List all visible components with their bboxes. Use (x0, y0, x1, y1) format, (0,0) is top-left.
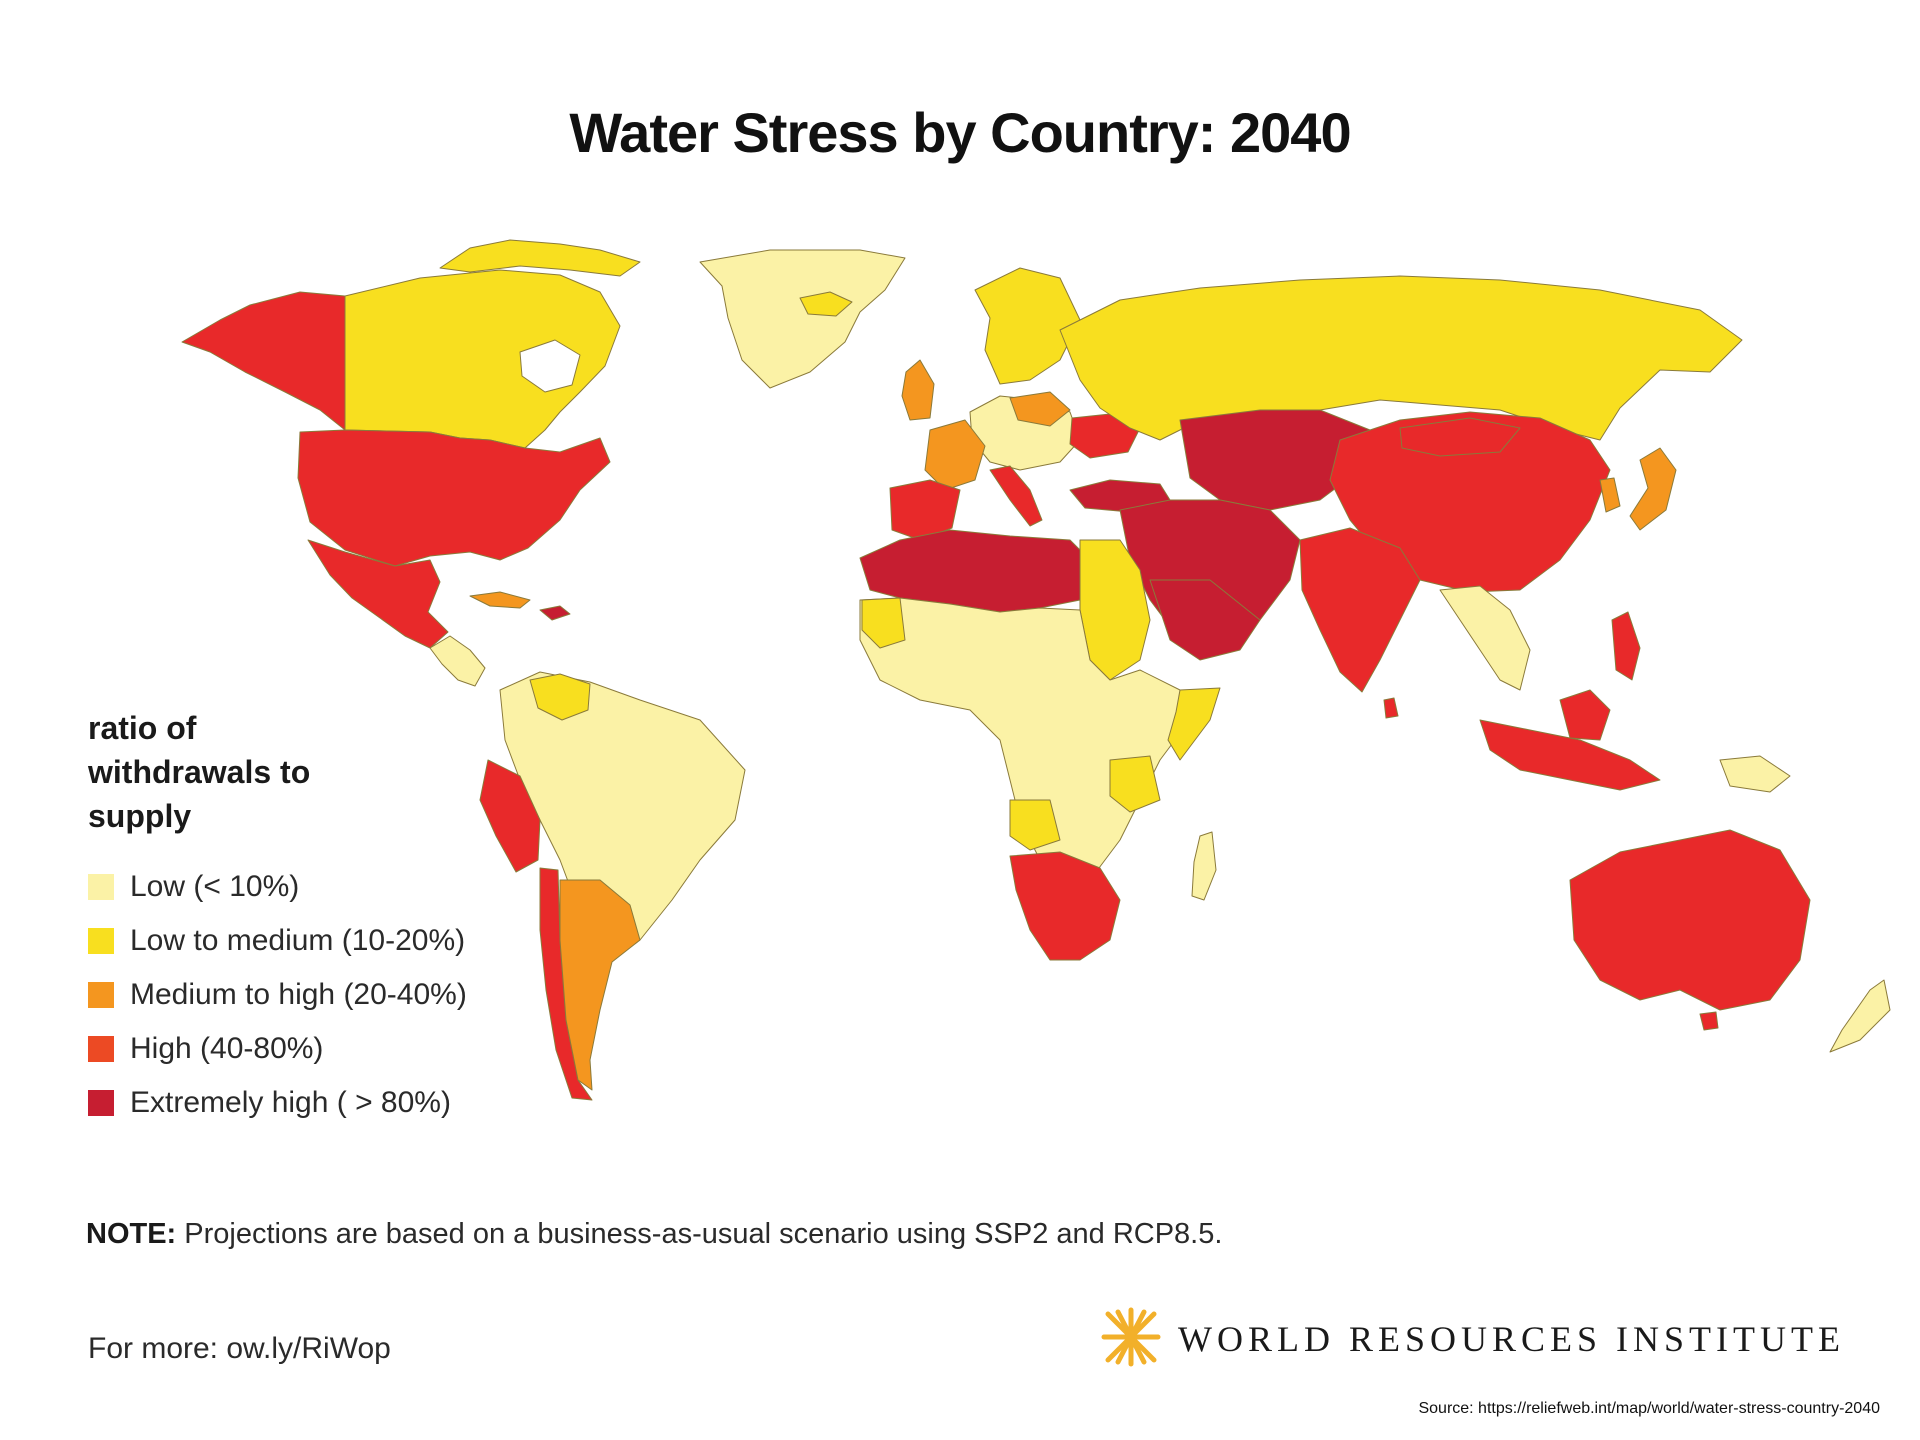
madagascar (1191, 831, 1217, 901)
united-states (297, 429, 611, 567)
for-more-link[interactable]: For more: ow.ly/RiWop (88, 1332, 391, 1365)
note: NOTE: Projections are based on a busines… (86, 1218, 1222, 1251)
wri-logo-icon (1101, 1307, 1161, 1367)
horn-of-africa (1167, 687, 1221, 761)
poland (1009, 391, 1071, 427)
west-africa-mauritania (861, 597, 906, 649)
source-credit: Source: https://reliefweb.int/map/world/… (1418, 1400, 1880, 1417)
note-text: Projections are based on a business-as-u… (176, 1218, 1223, 1250)
korea (1599, 477, 1621, 513)
greenland (699, 249, 906, 389)
legend-swatch (88, 1090, 114, 1116)
peru (479, 759, 541, 873)
legend-swatch (88, 1036, 114, 1062)
legend-item-low-to-medium: Low to medium (10-20%) (88, 914, 528, 968)
legend-label: Medium to high (20-40%) (130, 978, 467, 1011)
angola (1009, 799, 1061, 851)
france (924, 419, 986, 491)
borneo (1559, 689, 1611, 741)
new-zealand (1829, 979, 1891, 1053)
legend-label: Low to medium (10-20%) (130, 924, 466, 957)
canada-arctic-islands (439, 239, 641, 277)
scandinavia (974, 267, 1081, 385)
india (1299, 527, 1421, 693)
legend-label: High (40-80%) (130, 1032, 324, 1065)
legend-swatch (88, 982, 114, 1008)
legend-swatch (88, 874, 114, 900)
united-kingdom (901, 359, 935, 421)
indonesia (1479, 719, 1661, 791)
mexico (307, 539, 449, 649)
legend-item-high: High (40-80%) (88, 1022, 528, 1076)
legend-title: ratio of withdrawals to supply (88, 710, 311, 834)
australia (1569, 829, 1811, 1011)
alaska (181, 291, 346, 431)
legend-item-medium-to-high: Medium to high (20-40%) (88, 968, 528, 1022)
southeast-asia (1439, 585, 1531, 691)
southern-africa (1009, 851, 1121, 961)
note-label: NOTE: (86, 1218, 177, 1250)
russia (1059, 275, 1743, 441)
legend-item-extremely-high: Extremely high ( > 80%) (88, 1076, 528, 1130)
mongolia (1399, 417, 1521, 457)
italy (989, 465, 1043, 527)
tanzania-zambia (1109, 755, 1161, 813)
legend-label: Extremely high ( > 80%) (130, 1086, 451, 1119)
legend-swatch (88, 928, 114, 954)
central-america (429, 635, 486, 687)
papua-new-guinea (1719, 755, 1791, 793)
arabian-peninsula (1149, 579, 1261, 661)
map-title: Water Stress by Country: 2040 (569, 101, 1351, 164)
sri-lanka (1383, 697, 1399, 719)
cuba (469, 591, 531, 609)
legend-item-low: Low (< 10%) (88, 860, 528, 914)
hispaniola (539, 605, 571, 621)
iberia (889, 479, 961, 541)
tasmania (1699, 1011, 1719, 1031)
legend-label: Low (< 10%) (130, 870, 300, 903)
hudson-bay (519, 339, 581, 393)
chile (539, 867, 593, 1101)
argentina (559, 879, 641, 1091)
iceland (799, 291, 853, 317)
organization-name: WORLD RESOURCES INSTITUTE (1178, 1319, 1845, 1359)
japan (1629, 447, 1677, 531)
legend: ratio of withdrawals to supply Low (< 10… (88, 706, 528, 1130)
venezuela (529, 673, 591, 721)
philippines (1611, 611, 1641, 681)
